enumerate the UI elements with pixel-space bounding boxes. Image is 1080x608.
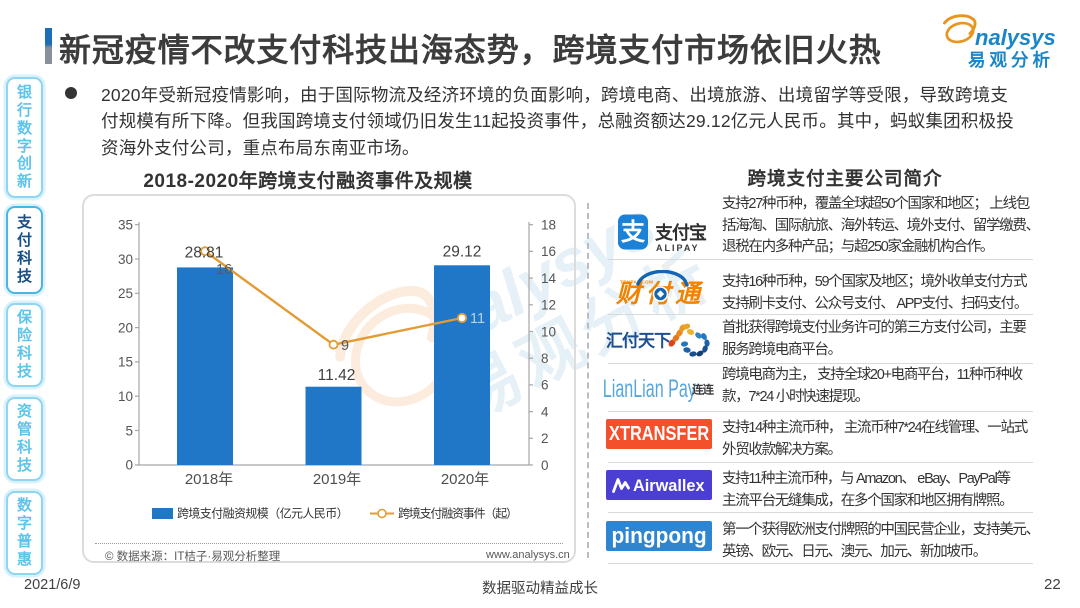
svg-text:5: 5 xyxy=(125,423,133,438)
svg-text:29.12: 29.12 xyxy=(443,244,482,261)
svg-text:2: 2 xyxy=(541,431,549,446)
svg-text:跨境支付融资事件（起）: 跨境支付融资事件（起） xyxy=(398,506,517,521)
svg-text:Airwallex: Airwallex xyxy=(633,477,705,495)
svg-text:支付宝: 支付宝 xyxy=(654,222,707,243)
svg-text:TENPAY.COM: TENPAY.COM xyxy=(620,280,653,285)
svg-text:30: 30 xyxy=(118,252,133,267)
svg-text:35: 35 xyxy=(118,218,133,233)
svg-text:8: 8 xyxy=(541,351,549,366)
svg-text:2018年: 2018年 xyxy=(185,471,233,488)
svg-text:10: 10 xyxy=(541,324,556,339)
svg-text:连连: 连连 xyxy=(692,383,714,397)
svg-text:跨境支付融资规模（亿元人民币）: 跨境支付融资规模（亿元人民币） xyxy=(177,506,348,521)
svg-text:20: 20 xyxy=(118,320,133,335)
svg-text:易观分析: 易观分析 xyxy=(968,50,1054,70)
svg-text:支: 支 xyxy=(621,219,646,246)
svg-text:0: 0 xyxy=(125,458,133,473)
svg-text:14: 14 xyxy=(541,271,557,286)
svg-text:18: 18 xyxy=(541,218,556,233)
svg-text:4: 4 xyxy=(541,404,549,419)
svg-text:LianLian Pay: LianLian Pay xyxy=(603,376,696,403)
svg-text:汇付天下: 汇付天下 xyxy=(606,331,671,351)
svg-text:12: 12 xyxy=(541,298,556,313)
svg-text:2019年: 2019年 xyxy=(313,471,361,488)
svg-text:11.42: 11.42 xyxy=(318,367,356,384)
svg-text:15: 15 xyxy=(118,355,133,370)
svg-text:0: 0 xyxy=(541,458,549,473)
svg-text:16: 16 xyxy=(541,244,556,259)
svg-text:11: 11 xyxy=(470,311,485,327)
svg-text:6: 6 xyxy=(541,378,549,393)
svg-text:25: 25 xyxy=(118,286,133,301)
svg-text:28.81: 28.81 xyxy=(185,245,224,262)
svg-text:16: 16 xyxy=(216,262,232,278)
svg-text:2020年: 2020年 xyxy=(441,471,489,488)
svg-text:nalysys: nalysys xyxy=(975,25,1056,50)
svg-text:ALIPAY: ALIPAY xyxy=(656,243,700,253)
svg-text:9: 9 xyxy=(341,338,349,354)
svg-text:10: 10 xyxy=(118,389,133,404)
